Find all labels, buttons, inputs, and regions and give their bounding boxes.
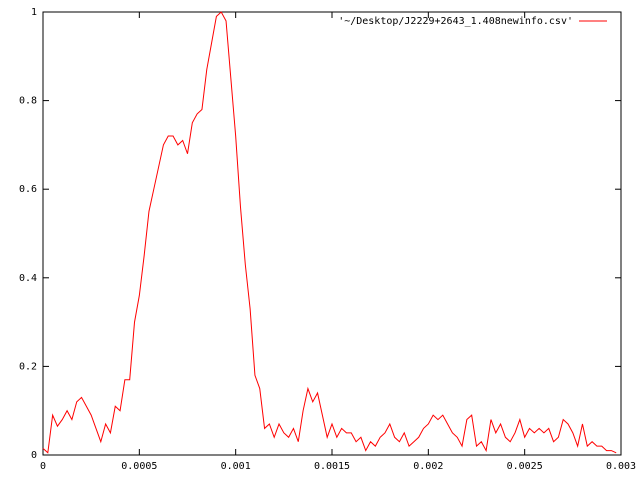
x-tick-label: 0.003: [606, 461, 636, 472]
y-tick-label: 1: [31, 7, 37, 18]
y-tick-label: 0: [31, 450, 37, 461]
legend-label: '~/Desktop/J2229+2643_1.408newinfo.csv': [338, 16, 573, 27]
x-tick-label: 0.002: [413, 461, 443, 472]
x-tick-label: 0.0005: [121, 461, 157, 472]
y-tick-label: 0.2: [19, 361, 37, 372]
x-tick-label: 0.0025: [507, 461, 543, 472]
y-tick-label: 0.4: [19, 273, 37, 284]
y-tick-label: 0.8: [19, 96, 37, 107]
plot-border: [42, 11, 622, 456]
y-tick-label: 0.6: [19, 184, 37, 195]
data-line: [42, 11, 617, 454]
x-tick-label: 0.0015: [314, 461, 350, 472]
x-tick-label: 0.001: [221, 461, 251, 472]
x-tick-label: 0: [40, 461, 46, 472]
